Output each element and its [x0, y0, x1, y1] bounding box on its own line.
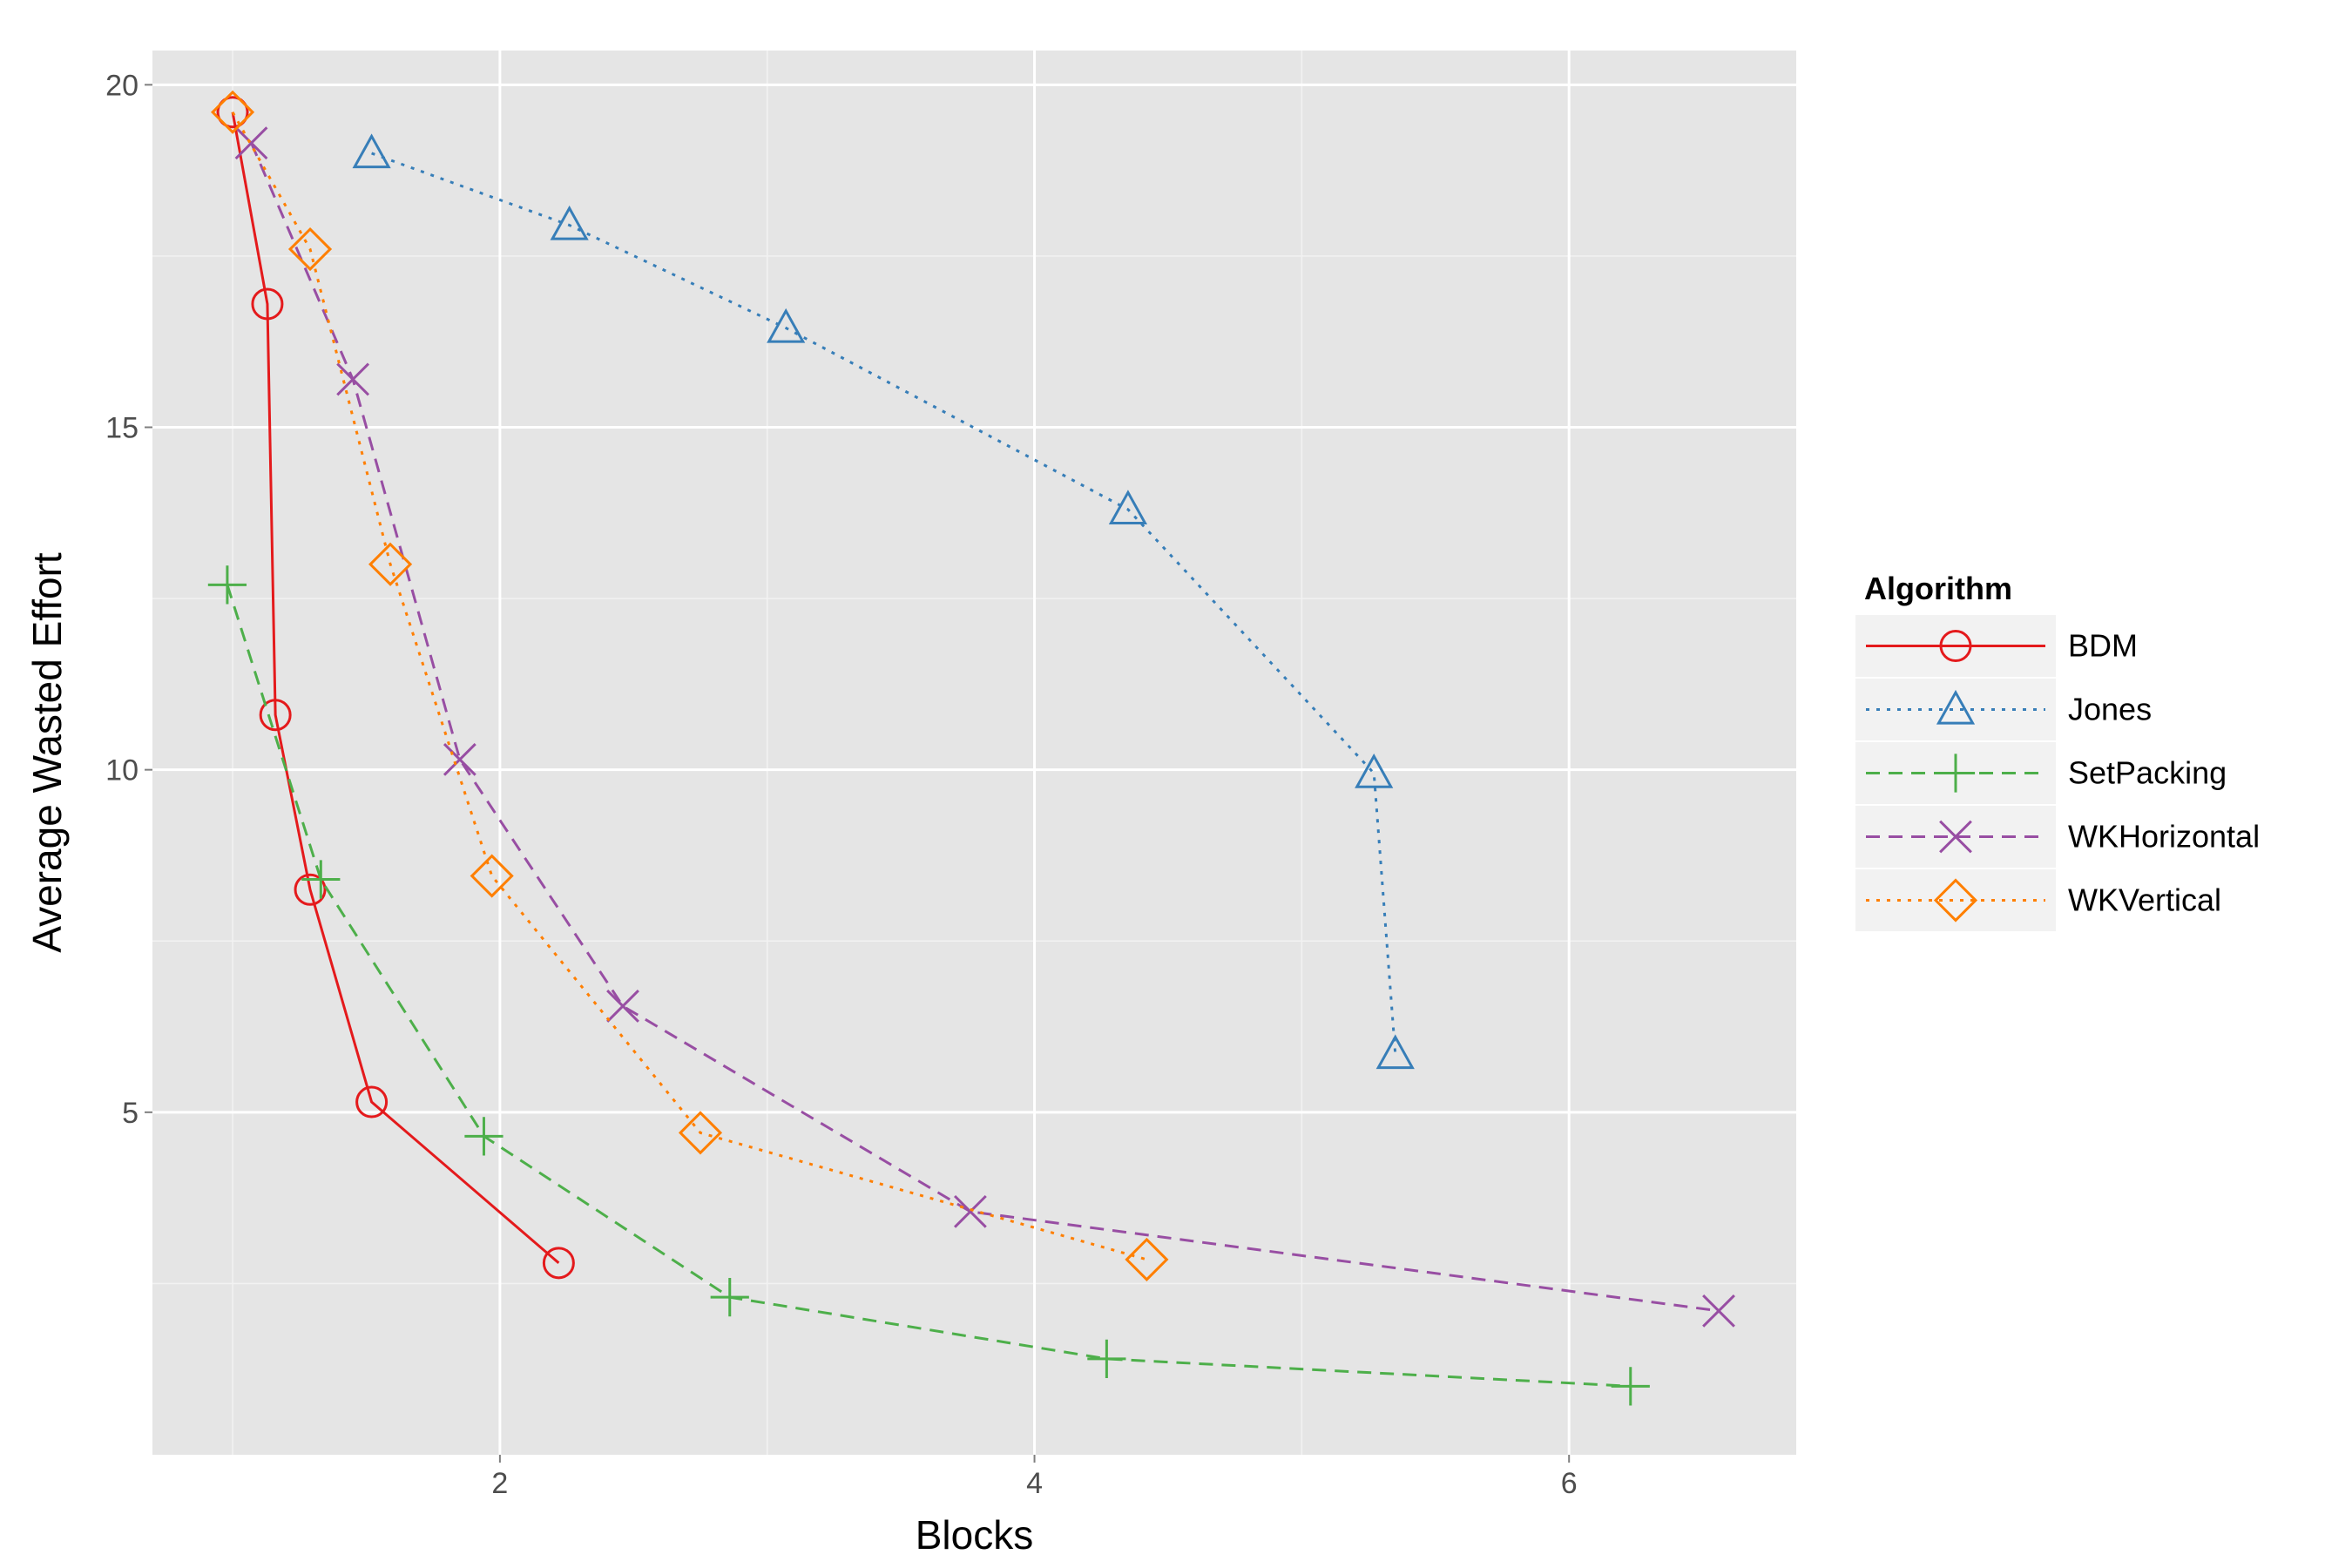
legend-item-bdm: BDM — [1855, 615, 2138, 677]
series-line — [250, 142, 1720, 1313]
marker-circle — [216, 96, 249, 129]
series-wkhorizontal — [234, 126, 1735, 1328]
legend-label: WKHorizontal — [2068, 819, 2260, 855]
series-line — [371, 152, 1397, 1055]
x-tick-label: 4 — [1026, 1467, 1043, 1500]
marker-diamond — [470, 854, 514, 898]
marker-triangle — [767, 308, 806, 343]
marker-triangle — [1108, 490, 1148, 524]
legend-item-setpacking: SetPacking — [1855, 742, 2227, 804]
legend-label: WKVertical — [2068, 882, 2221, 918]
marker-plus — [301, 860, 341, 899]
marker-plus — [1611, 1367, 1650, 1406]
legend-items: BDM Jones SetPacking WKHorizontal WKVertical — [1855, 615, 2260, 931]
legend: Algorithm BDM Jones SetPacking WKHorizontal… — [1855, 571, 2260, 931]
marker-triangle — [550, 205, 589, 240]
legend-title: Algorithm — [1864, 571, 2012, 606]
x-axis-ticks: 2 4 6 — [491, 1455, 1578, 1500]
minor-gridlines — [152, 51, 1796, 1455]
marker-x — [606, 990, 639, 1023]
marker-plus — [1936, 754, 1976, 793]
marker-diamond — [1933, 878, 1978, 923]
marker-plus — [1087, 1339, 1126, 1379]
y-tick-label: 15 — [105, 411, 139, 444]
legend-label: SetPacking — [2068, 755, 2227, 791]
marker-circle — [1939, 630, 1972, 662]
marker-plus — [207, 565, 247, 605]
legend-label: Jones — [2068, 692, 2152, 727]
marker-plus — [710, 1278, 749, 1317]
y-tick-label: 5 — [122, 1097, 139, 1130]
y-tick-label: 10 — [105, 754, 139, 787]
series-layer — [207, 90, 1735, 1406]
marker-triangle — [1936, 689, 1976, 725]
marker-x — [336, 362, 370, 396]
legend-item-wkhorizontal: WKHorizontal — [1855, 806, 2260, 868]
marker-x — [953, 1194, 987, 1228]
y-axis-title: Average Wasted Effort — [24, 552, 70, 953]
marker-circle — [294, 873, 327, 906]
marker-plus — [464, 1117, 504, 1156]
marker-triangle — [352, 133, 391, 169]
series-line — [226, 584, 1631, 1388]
series-jones — [352, 133, 1415, 1070]
legend-item-jones: Jones — [1855, 679, 2152, 740]
legend-label: BDM — [2068, 628, 2138, 664]
marker-x — [234, 126, 268, 160]
legend-item-wkvertical: WKVertical — [1855, 869, 2221, 931]
plot-panel — [152, 51, 1796, 1455]
x-axis-title: Blocks — [916, 1512, 1033, 1558]
series-line — [231, 112, 560, 1264]
marker-circle — [259, 699, 292, 732]
marker-diamond — [287, 226, 333, 272]
marker-diamond — [368, 542, 413, 586]
marker-triangle — [1355, 753, 1394, 788]
series-wkvertical — [210, 90, 1169, 1281]
y-tick-label: 20 — [105, 69, 139, 102]
marker-diamond — [210, 90, 255, 134]
marker-x — [1939, 820, 1972, 854]
marker-diamond — [1125, 1237, 1169, 1281]
y-axis-ticks: 5 10 15 20 — [105, 69, 152, 1130]
marker-circle — [355, 1085, 389, 1119]
marker-circle — [251, 287, 284, 321]
marker-circle — [542, 1247, 575, 1280]
x-tick-label: 2 — [491, 1467, 508, 1500]
major-gridlines — [152, 51, 1796, 1455]
series-bdm — [216, 96, 575, 1280]
marker-x — [1702, 1294, 1735, 1328]
marker-triangle — [1375, 1034, 1415, 1070]
marker-x — [443, 742, 476, 776]
x-tick-label: 6 — [1561, 1467, 1578, 1500]
series-setpacking — [207, 565, 1650, 1406]
marker-diamond — [678, 1111, 723, 1155]
